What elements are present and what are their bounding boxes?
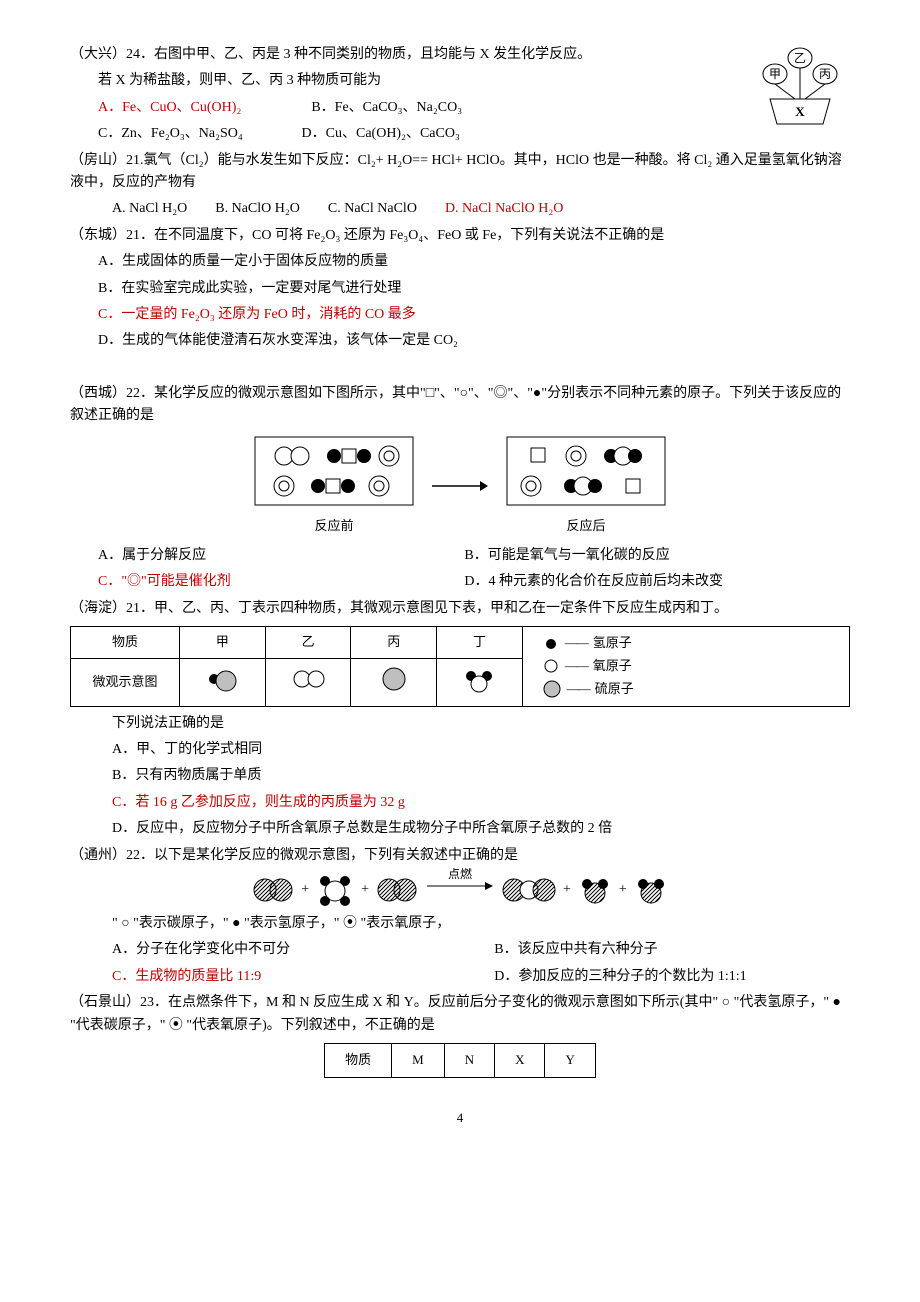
- mol-ch4-icon: [315, 873, 355, 907]
- th-substance: 物质: [71, 627, 180, 658]
- q22xc-option-a: A．属于分解反应: [98, 545, 436, 567]
- node-jia: 甲: [769, 67, 781, 81]
- question-21-dongcheng: （东城）21．在不同温度下，CO 可将 Fe₂O₃ 还原为 Fe₃O₄、FeO …: [70, 225, 850, 247]
- q21dc-option-b: B．在实验室完成此实验，一定要对尾气进行处理: [70, 278, 850, 300]
- mol-o2-icon: [251, 876, 295, 904]
- sjs-th5: Y: [545, 1043, 595, 1077]
- q22tz-option-a: A．分子在化学变化中不可分: [112, 939, 466, 961]
- arrow-icon: [430, 476, 490, 496]
- q22xc-option-b: B．可能是氧气与一氧化碳的反应: [464, 545, 669, 567]
- th-bing: 丙: [351, 627, 437, 658]
- q22xc-option-d: D．4 种元素的化合价在反应前后均未改变: [464, 571, 723, 593]
- q21hd-option-d: D．反应中，反应物分子中所含氧原子总数是生成物分子中所含氧原子总数的 2 倍: [70, 818, 850, 840]
- q24-option-b: B．Fe、CaCO₃、Na₂CO₃: [311, 97, 462, 119]
- q22xc-option-c: C．"◎"可能是催化剂: [98, 571, 436, 593]
- q24-line2: 若 X 为稀盐酸，则甲、乙、丙 3 种物质可能为: [70, 70, 850, 92]
- cell-jia: [180, 658, 266, 706]
- question-21-haidian: （海淀）21．甲、乙、丙、丁表示四种物质，其微观示意图见下表，甲和乙在一定条件下…: [70, 598, 850, 620]
- q21dc-option-d: D．生成的气体能使澄清石灰水变浑浊，该气体一定是 CO₂: [70, 330, 850, 352]
- arrow-with-label: 点燃: [425, 879, 495, 901]
- mol-h2o-b-icon: [633, 876, 669, 904]
- q21hd-option-a: A．甲、丁的化学式相同: [70, 739, 850, 761]
- shijingshan-table: 物质 M N X Y: [324, 1043, 596, 1078]
- q22tz-row1: A．分子在化学变化中不可分 B．该反应中共有六种分子: [70, 939, 850, 961]
- sjs-th2: M: [392, 1043, 445, 1077]
- sjs-th4: X: [495, 1043, 545, 1077]
- question-22-tongzhou: （通州）22．以下是某化学反应的微观示意图，下列有关叙述中正确的是: [70, 845, 850, 867]
- q22xc-options-row2: C．"◎"可能是催化剂 D．4 种元素的化合价在反应前后均未改变: [70, 571, 850, 593]
- node-x: X: [795, 104, 805, 119]
- mol-o2b-icon: [375, 876, 419, 904]
- sjs-th1: 物质: [325, 1043, 392, 1077]
- q21hd-option-b: B．只有丙物质属于单质: [70, 765, 850, 787]
- q21fs-option-a: A. NaCl H₂O: [112, 198, 187, 220]
- node-bing: 丙: [819, 67, 831, 81]
- legend-h: 氢原子: [593, 633, 632, 654]
- q21dc-option-c: C．一定量的 Fe₂O₃ 还原为 FeO 时，消耗的 CO 最多: [70, 304, 850, 326]
- q24-prefix: （大兴）24．右图中甲、乙、丙是 3 种不同类别的物质，且均能与 X 发生化学反…: [70, 47, 591, 62]
- legend-cell: —— 氢原子 —— 氧原子 —— 硫原子: [522, 627, 849, 706]
- tongzhou-reaction-diagram: + + 点燃 + +: [70, 873, 850, 907]
- question-23-shijingshan: （石景山）23．在点燃条件下，M 和 N 反应生成 X 和 Y。反应前后分子变化…: [70, 992, 850, 1037]
- reaction-after-box: [506, 436, 666, 506]
- pot-reaction-diagram: 甲 乙 丙 X: [740, 44, 850, 134]
- q22tz-legend: " ○ "表示碳原子，" ● "表示氢原子，" ⦿ "表示氧原子，: [70, 913, 850, 935]
- q22tz-option-b: B．该反应中共有六种分子: [494, 939, 657, 961]
- page-number: 4: [70, 1108, 850, 1129]
- q22xc-options-row1: A．属于分解反应 B．可能是氧气与一氧化碳的反应: [70, 545, 850, 567]
- q24-option-c: C．Zn、Fe₂O₃、Na₂SO₄: [98, 123, 243, 145]
- q22tz-row2: C．生成物的质量比 11:9 D．参加反应的三种分子的个数比为 1:1:1: [70, 966, 850, 988]
- legend-s: 硫原子: [595, 679, 634, 700]
- question-22-xicheng: （西城）22．某化学反应的微观示意图如下图所示，其中"□"、"○"、"◎"、"●…: [70, 383, 850, 428]
- cell-yi: [265, 658, 351, 706]
- cell-bing: [351, 658, 437, 706]
- q22xc-diagram-row: 反应前 反应后: [70, 436, 850, 537]
- q21dc-option-a: A．生成固体的质量一定小于固体反应物的质量: [70, 251, 850, 273]
- q21fs-option-b: B. NaClO H₂O: [215, 198, 300, 220]
- q21fs-option-d: D. NaCl NaClO H₂O: [445, 198, 563, 220]
- q21fs-options: A. NaCl H₂O B. NaClO H₂O C. NaCl NaClO D…: [70, 198, 850, 220]
- mol-co2-icon: [501, 876, 557, 904]
- q21hd-after: 下列说法正确的是: [70, 713, 850, 735]
- haidian-table: 物质 甲 乙 丙 丁 —— 氢原子 —— 氧原子 —— 硫原子 微观示意图: [70, 626, 850, 706]
- question-21-fangshan: （房山）21.氯气（Cl₂）能与水发生如下反应：Cl₂+ H₂O== HCl+ …: [70, 150, 850, 195]
- label-before: 反应前: [254, 516, 414, 537]
- legend-o: 氧原子: [593, 656, 632, 677]
- q24-options-row2: C．Zn、Fe₂O₃、Na₂SO₄ D．Cu、Ca(OH)₂、CaCO₃: [70, 123, 850, 145]
- th-ding: 丁: [437, 627, 523, 658]
- q21hd-option-c: C．若 16 g 乙参加反应，则生成的丙质量为 32 g: [70, 792, 850, 814]
- th-yi: 乙: [265, 627, 351, 658]
- th-jia: 甲: [180, 627, 266, 658]
- q22tz-option-d: D．参加反应的三种分子的个数比为 1:1:1: [494, 966, 746, 988]
- reaction-before-box: [254, 436, 414, 506]
- sjs-th3: N: [444, 1043, 494, 1077]
- mol-h2o-a-icon: [577, 876, 613, 904]
- label-after: 反应后: [506, 516, 666, 537]
- cell-ding: [437, 658, 523, 706]
- question-24-daxing: （大兴）24．右图中甲、乙、丙是 3 种不同类别的物质，且均能与 X 发生化学反…: [70, 44, 850, 66]
- q21fs-option-c: C. NaCl NaClO: [328, 198, 417, 220]
- q24-option-a: A．Fe、CuO、Cu(OH)₂: [98, 97, 241, 119]
- q22tz-option-c: C．生成物的质量比 11:9: [112, 966, 466, 988]
- q24-option-d: D．Cu、Ca(OH)₂、CaCO₃: [302, 123, 460, 145]
- q24-options-row1: A．Fe、CuO、Cu(OH)₂ B．Fe、CaCO₃、Na₂CO₃: [70, 97, 850, 119]
- node-yi: 乙: [794, 51, 806, 65]
- row-label: 微观示意图: [71, 658, 180, 706]
